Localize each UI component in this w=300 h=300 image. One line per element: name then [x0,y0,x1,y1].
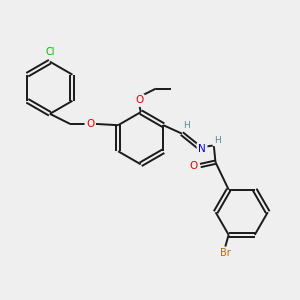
Text: H: H [214,136,220,145]
Text: O: O [86,119,94,129]
Text: Br: Br [220,248,231,258]
Text: Cl: Cl [45,46,55,57]
Text: O: O [190,160,198,171]
Text: O: O [135,95,143,105]
Text: H: H [184,121,190,130]
Text: N: N [198,144,206,154]
